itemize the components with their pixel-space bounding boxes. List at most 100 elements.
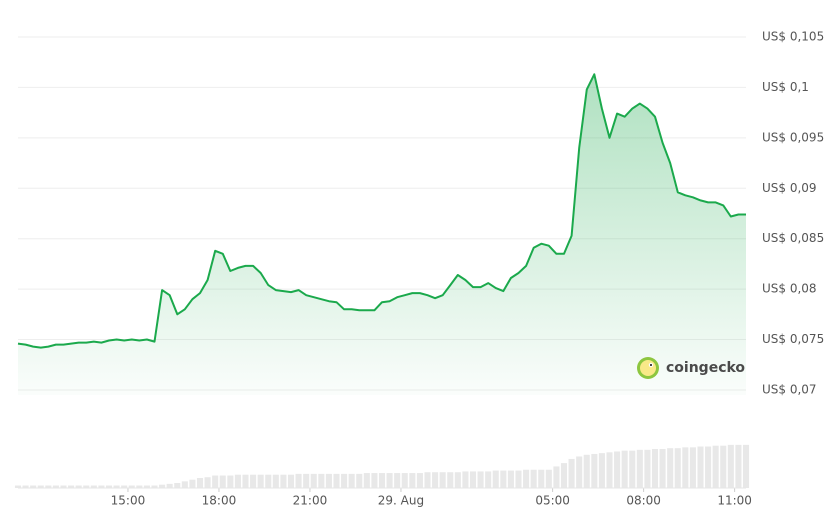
volume-bar xyxy=(52,485,59,488)
volume-bar xyxy=(697,446,704,488)
y-tick-label: US$ 0,07 xyxy=(762,382,817,396)
volume-bar xyxy=(83,485,90,488)
volume-bar xyxy=(644,449,651,488)
volume-bar xyxy=(333,473,340,488)
volume-bar xyxy=(204,477,211,488)
volume-bar xyxy=(667,448,674,488)
y-tick-label: US$ 0,095 xyxy=(762,130,824,144)
volume-bar xyxy=(621,450,628,488)
volume-bar xyxy=(45,485,52,488)
volume-bar xyxy=(591,453,598,488)
volume-bar xyxy=(545,469,552,488)
volume-bar xyxy=(386,473,393,488)
x-tick-label: 08:00 xyxy=(626,494,661,508)
volume-bar xyxy=(462,471,469,488)
volume-bar xyxy=(560,463,568,488)
volume-bar xyxy=(553,466,560,488)
watermark: coingecko xyxy=(637,357,745,379)
volume-bar xyxy=(682,447,689,488)
volume-bar xyxy=(265,474,272,488)
volume-bar xyxy=(439,472,446,488)
volume-bar xyxy=(234,474,241,488)
volume-bar xyxy=(416,473,423,488)
volume-bar xyxy=(409,473,416,488)
volume-bar xyxy=(189,479,196,488)
volume-bar xyxy=(674,448,681,488)
x-tick-label: 11:00 xyxy=(717,494,752,508)
volume-bar xyxy=(735,444,742,488)
volume-bar xyxy=(492,470,499,488)
volume-bar xyxy=(363,473,370,488)
volume-bar xyxy=(181,481,188,488)
volume-bar xyxy=(500,470,507,488)
volume-bar xyxy=(401,473,408,488)
volume-bar xyxy=(651,448,659,488)
volume-bar xyxy=(174,483,181,488)
volume-bar xyxy=(250,474,257,488)
volume-bar xyxy=(219,475,226,488)
price-line xyxy=(17,73,746,349)
y-tick-label: US$ 0,105 xyxy=(762,30,824,44)
volume-bar xyxy=(394,473,401,488)
volume-bar xyxy=(325,473,332,488)
volume-bar xyxy=(432,472,439,488)
price-area xyxy=(18,74,746,396)
volume-bar xyxy=(614,451,621,488)
volume-bar xyxy=(75,485,82,488)
volume-bar xyxy=(272,474,279,488)
volume-bar xyxy=(37,485,44,488)
volume-bar xyxy=(143,485,150,488)
volume-bar xyxy=(636,449,643,488)
volume-bar xyxy=(485,471,492,488)
x-tick-label: 21:00 xyxy=(293,494,328,508)
y-tick-label: US$ 0,1 xyxy=(762,80,809,94)
volume-bar xyxy=(113,485,120,488)
volume-bar xyxy=(303,473,310,488)
volume-bar xyxy=(22,485,29,488)
volume-bar xyxy=(90,485,97,488)
volume-bar xyxy=(242,474,249,488)
volume-bar xyxy=(720,445,727,488)
volume-bar xyxy=(68,485,75,488)
volume-bar xyxy=(287,474,295,488)
volume-bar xyxy=(60,485,67,488)
volume-bar xyxy=(538,469,545,488)
volume-bar xyxy=(454,472,461,488)
volume-bar xyxy=(689,447,696,488)
volume-bar xyxy=(523,469,530,488)
volume-bar xyxy=(14,485,22,488)
volume-bar xyxy=(310,473,317,488)
volume-bar xyxy=(348,473,355,488)
y-tick-label: US$ 0,08 xyxy=(762,282,817,296)
volume-bar xyxy=(30,485,37,488)
x-tick-label: 15:00 xyxy=(111,494,146,508)
y-tick-label: US$ 0,09 xyxy=(762,181,817,195)
x-tick-label: 29. Aug xyxy=(378,494,424,508)
volume-bar xyxy=(712,445,719,488)
volume-bar xyxy=(606,452,613,488)
volume-bar xyxy=(341,473,348,488)
x-tick-label: 18:00 xyxy=(202,494,237,508)
volume-bar xyxy=(151,485,158,488)
volume-bar xyxy=(727,444,734,488)
volume-bar xyxy=(212,475,219,488)
volume-bar xyxy=(507,470,514,488)
volume-bar xyxy=(257,474,264,488)
volume-bar xyxy=(659,448,666,488)
volume-bar xyxy=(598,453,605,488)
volume-bar xyxy=(424,472,431,488)
volume-bar xyxy=(378,473,386,488)
volume-bar xyxy=(583,454,590,488)
volume-bar xyxy=(98,485,105,488)
volume-bar xyxy=(136,485,143,488)
volume-bar xyxy=(742,444,750,488)
volume-bar xyxy=(128,485,135,488)
volume-bar xyxy=(469,471,477,488)
y-tick-label: US$ 0,075 xyxy=(762,332,824,346)
volume-bar xyxy=(166,483,173,488)
volume-bar xyxy=(515,470,522,488)
volume-bar xyxy=(371,473,378,488)
volume-bar xyxy=(447,472,454,488)
volume-bar xyxy=(629,450,636,488)
